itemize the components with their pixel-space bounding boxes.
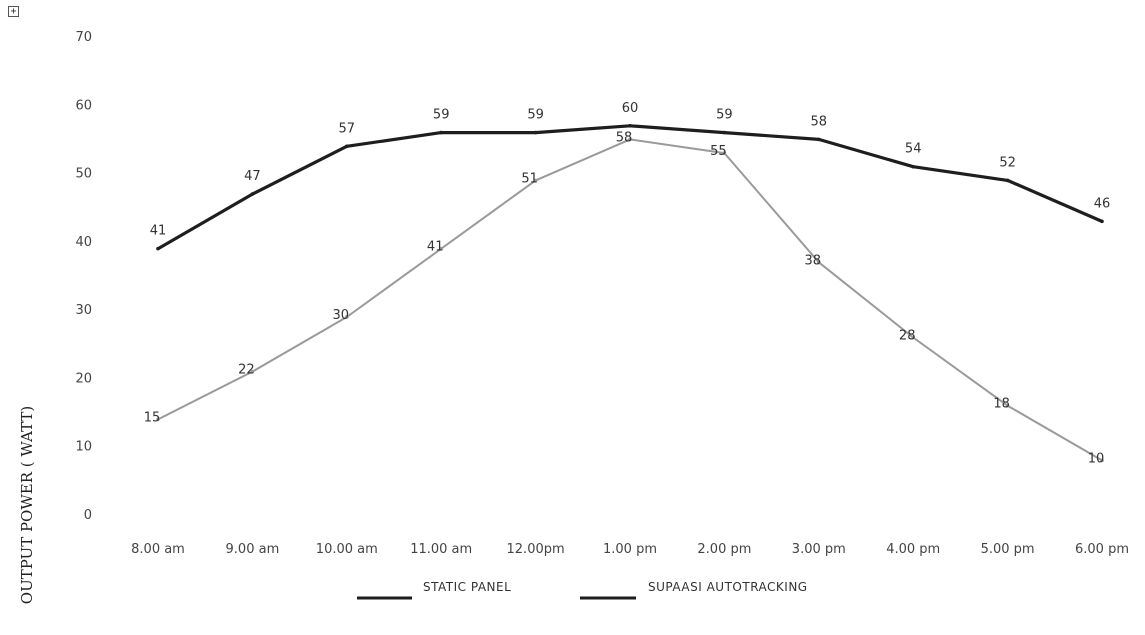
data-label: 22: [238, 363, 255, 378]
x-tick-label: 1.00 pm: [603, 542, 657, 557]
data-point: [722, 151, 727, 155]
x-tick-label: 6.00 pm: [1075, 542, 1129, 557]
y-tick-label: 40: [75, 235, 92, 250]
data-label: 59: [716, 108, 733, 123]
data-point: [250, 192, 255, 196]
y-tick-label: 30: [75, 303, 92, 318]
data-label: 15: [144, 410, 161, 425]
data-point: [628, 123, 632, 128]
data-label: 58: [616, 130, 633, 145]
legend-label: SUPAASI AUTOTRACKING: [648, 580, 808, 594]
data-label: 57: [339, 121, 356, 136]
expand-icon[interactable]: +: [8, 6, 19, 17]
data-point: [722, 130, 727, 135]
data-label: 59: [527, 108, 544, 123]
data-point: [1005, 403, 1010, 408]
data-point: [439, 246, 444, 251]
data-point: [533, 178, 538, 183]
data-label: 52: [999, 155, 1016, 170]
y-tick-label: 70: [75, 30, 92, 45]
x-tick-label: 8.00 am: [131, 542, 185, 557]
legend-label: STATIC PANEL: [423, 580, 511, 594]
y-tick-label: 20: [75, 371, 92, 386]
data-point: [345, 144, 349, 149]
data-point: [345, 315, 349, 319]
x-tick-label: 3.00 pm: [792, 542, 846, 557]
data-label: 58: [811, 114, 828, 129]
x-tick-label: 4.00 pm: [886, 542, 940, 557]
y-tick-label: 50: [75, 167, 92, 182]
data-point: [1100, 219, 1104, 224]
data-label: 30: [333, 308, 350, 323]
data-label: 46: [1094, 196, 1111, 211]
data-label: 47: [244, 169, 261, 184]
x-tick-label: 11.00 am: [410, 542, 472, 557]
data-point: [911, 335, 915, 340]
y-tick-label: 10: [75, 440, 92, 455]
data-label: 28: [899, 328, 916, 343]
data-point: [250, 369, 255, 374]
x-tick-label: 9.00 am: [226, 542, 280, 557]
data-label: 41: [150, 224, 167, 239]
data-point: [817, 260, 821, 265]
data-label: 38: [805, 253, 822, 268]
data-point: [533, 130, 538, 135]
data-point: [1005, 178, 1010, 183]
data-label: 41: [427, 240, 444, 255]
x-tick-label: 12.00pm: [507, 542, 565, 557]
data-point: [1100, 458, 1104, 463]
data-point: [156, 246, 160, 251]
data-point: [156, 417, 160, 422]
data-point: [628, 137, 632, 142]
series-line-static-panel: [157, 138, 1103, 462]
x-tick-label: 5.00 pm: [981, 542, 1035, 557]
data-point: [439, 130, 444, 135]
data-label: 59: [433, 108, 450, 123]
data-label: 54: [905, 142, 922, 157]
data-label: 10: [1088, 451, 1105, 466]
data-label: 60: [622, 101, 639, 116]
x-tick-label: 2.00 pm: [697, 542, 751, 557]
y-tick-label: 60: [75, 98, 92, 113]
data-label: 51: [521, 171, 538, 186]
data-label: 55: [710, 144, 727, 159]
data-point: [911, 164, 915, 169]
x-tick-label: 10.00 am: [316, 542, 378, 557]
y-axis-title: OUTPUT POWER ( WATT): [18, 406, 36, 604]
data-point: [817, 137, 821, 142]
data-label: 18: [993, 397, 1010, 412]
y-tick-label: 0: [84, 508, 92, 523]
